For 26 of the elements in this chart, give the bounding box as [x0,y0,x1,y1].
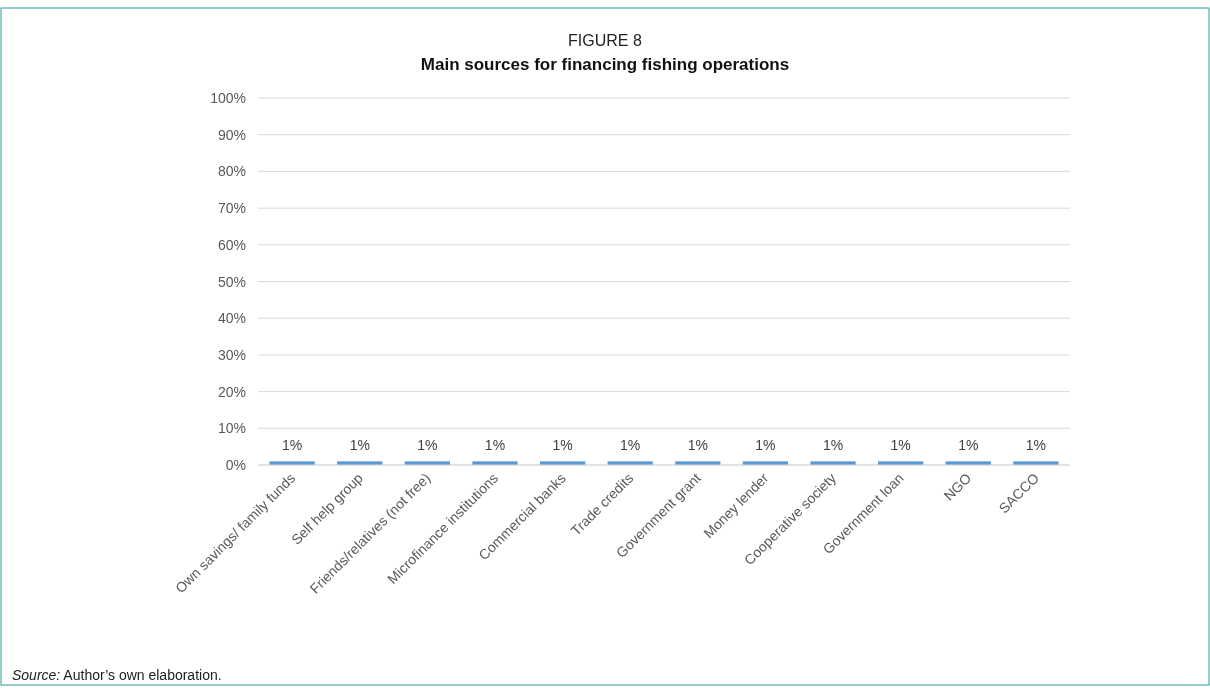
data-label: 1% [755,437,776,454]
y-tick-label: 10% [217,420,246,437]
y-tick-label: 70% [217,200,246,217]
data-label: 1% [282,437,303,454]
data-label: 1% [890,437,911,454]
chart-subtitle: FIGURE 8 [568,32,642,49]
y-tick-label: 90% [217,126,246,143]
data-label: 1% [349,437,370,454]
y-tick-label: 50% [217,273,246,290]
y-tick-label: 80% [217,163,246,180]
data-label: 1% [620,437,641,454]
data-label: 1% [484,437,506,454]
y-tick-label: 20% [217,383,246,400]
chart-title: Main sources for financing fishing operations [420,55,790,74]
data-label: 1% [417,437,438,454]
data-label: 1% [552,437,573,454]
y-tick-label: 0% [225,457,246,473]
y-tick-label: 60% [217,236,246,253]
y-tick-label: 100% [210,90,246,106]
y-tick-label: 30% [217,346,246,363]
data-label: 1% [1025,437,1046,454]
data-label: 1% [958,437,979,454]
data-label: 1% [687,437,708,454]
y-tick-label: 40% [217,310,246,327]
source-note: Source: Author’s own elaboration. [12,667,222,683]
data-label: 1% [822,437,844,454]
